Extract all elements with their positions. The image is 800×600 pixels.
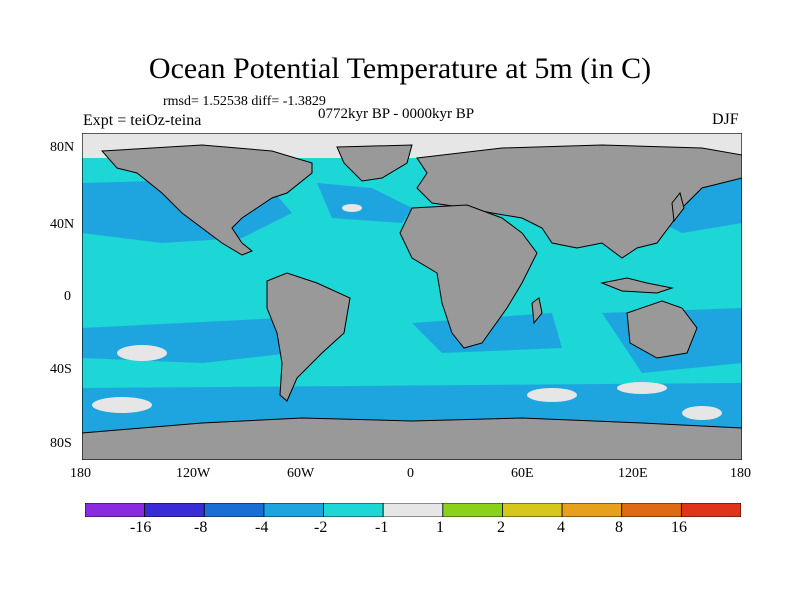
colorbar-label: -8 (194, 519, 208, 536)
africa (399, 204, 538, 349)
colorbar-label: -4 (255, 519, 269, 536)
period-text: 0772kyr BP - 0000kyr BP (318, 106, 475, 122)
colorbar (85, 503, 741, 517)
lat-label: 80S (50, 436, 72, 451)
colorbar-label: 8 (615, 519, 623, 536)
colorbar-label: 4 (557, 519, 565, 536)
antarctica (82, 417, 742, 460)
colorbar-swatch (561, 503, 623, 517)
south-america (266, 272, 351, 402)
lon-label: 180 (70, 466, 91, 481)
colorbar-label: -16 (130, 519, 152, 536)
lon-label: 60E (511, 466, 534, 481)
colorbar-swatch (323, 503, 384, 517)
lat-label: 40N (50, 217, 75, 232)
lon-label: 0 (407, 466, 414, 481)
land-masses (82, 144, 742, 460)
lat-label: 80N (50, 140, 75, 155)
colorbar-label: -2 (314, 519, 328, 536)
colorbar-label: 2 (497, 519, 505, 536)
colorbar-label: 1 (436, 519, 444, 536)
lon-label: 180 (730, 466, 751, 481)
colorbar-swatch (144, 503, 205, 517)
australia (626, 300, 698, 359)
colorbar-swatch (263, 503, 324, 517)
lat-label: 40S (50, 362, 72, 377)
map-title: Ocean Potential Temperature at 5m (in C) (148, 52, 652, 85)
world-map (82, 133, 742, 460)
lon-label: 120E (618, 466, 648, 481)
lon-label: 120W (176, 466, 211, 481)
colorbar-label: -1 (375, 519, 389, 536)
colorbar-swatch (203, 503, 265, 517)
experiment-label: Expt = teiOz-teina (83, 112, 202, 129)
lon-label: 60W (287, 466, 315, 481)
madagascar (531, 297, 543, 325)
north-america (100, 144, 313, 256)
season-label: DJF (712, 111, 739, 128)
colorbar-swatch (442, 503, 503, 517)
colorbar-swatch (680, 503, 741, 517)
stats-text: rmsd= 1.52538 diff= -1.3829 (163, 94, 326, 109)
greenland (336, 144, 413, 182)
lat-label: 0 (64, 289, 71, 304)
colorbar-label: 16 (671, 519, 687, 536)
colorbar-swatch (85, 503, 146, 517)
japan (671, 191, 685, 223)
colorbar-swatch (621, 503, 682, 517)
colorbar-swatch (382, 503, 444, 517)
maritime-asia (600, 277, 674, 294)
colorbar-swatch (502, 503, 563, 517)
